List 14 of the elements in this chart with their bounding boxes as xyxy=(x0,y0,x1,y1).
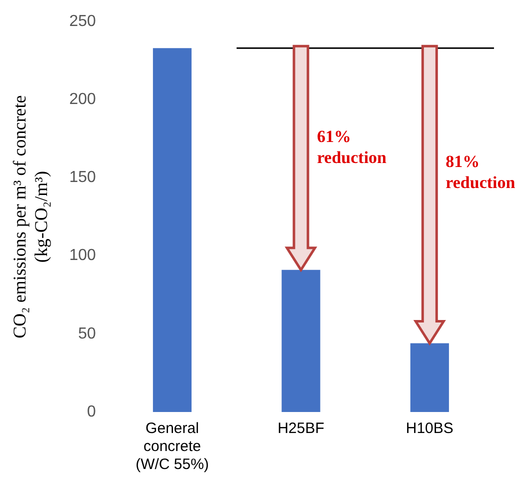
y-tick-label: 150 xyxy=(69,169,96,186)
y-tick-label: 50 xyxy=(78,325,96,342)
x-tick-label: H25BF xyxy=(278,420,324,438)
y-tick-label: 0 xyxy=(86,403,96,420)
y-tick-label: 250 xyxy=(69,13,96,30)
annotation: 61% reduction xyxy=(316,126,387,168)
y-tick-label: 100 xyxy=(69,247,96,264)
y-axis-title: CO₂ emissions per m³ of concrete (kg-CO₂/m³) xyxy=(10,95,52,338)
y-tick-label: 200 xyxy=(69,91,96,108)
bar xyxy=(410,343,449,412)
annotation: 81% reduction xyxy=(446,151,516,194)
x-tick-label: H10BS xyxy=(406,420,454,438)
bar xyxy=(152,48,192,412)
x-tick-label: General concrete (W/C 55%) xyxy=(136,420,209,474)
